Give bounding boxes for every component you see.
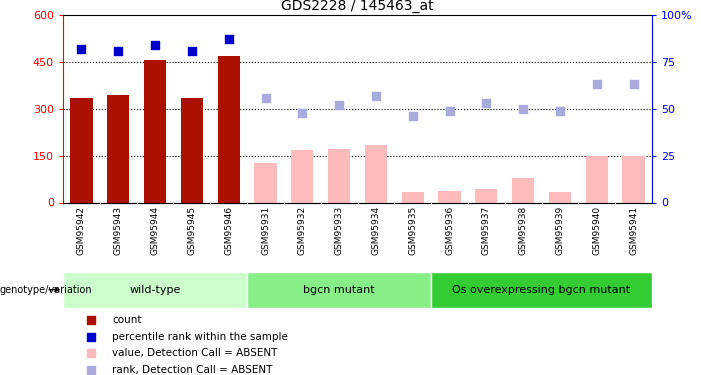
Text: GSM95946: GSM95946 xyxy=(224,206,233,255)
Bar xyxy=(63,272,247,308)
Text: count: count xyxy=(112,315,142,325)
Point xyxy=(370,93,381,99)
Bar xyxy=(70,98,93,202)
Text: GSM95935: GSM95935 xyxy=(408,206,417,255)
Text: percentile rank within the sample: percentile rank within the sample xyxy=(112,332,288,342)
Point xyxy=(113,48,124,54)
Point xyxy=(76,46,87,52)
Text: wild-type: wild-type xyxy=(130,285,181,295)
Point xyxy=(591,81,602,87)
Text: GSM95941: GSM95941 xyxy=(629,206,638,255)
Text: GSM95931: GSM95931 xyxy=(261,206,270,255)
Bar xyxy=(475,189,498,202)
Point xyxy=(444,108,455,114)
Text: GSM95943: GSM95943 xyxy=(114,206,123,255)
Text: Os overexpressing bgcn mutant: Os overexpressing bgcn mutant xyxy=(452,285,631,295)
Bar xyxy=(549,192,571,202)
Point xyxy=(260,94,271,100)
Bar xyxy=(218,56,240,202)
Text: GSM95937: GSM95937 xyxy=(482,206,491,255)
Bar xyxy=(402,192,423,202)
Bar xyxy=(328,149,350,202)
Text: GSM95933: GSM95933 xyxy=(334,206,343,255)
Point xyxy=(407,113,418,119)
Text: GSM95942: GSM95942 xyxy=(77,206,86,255)
Bar xyxy=(247,272,431,308)
Title: GDS2228 / 145463_at: GDS2228 / 145463_at xyxy=(281,0,434,13)
Text: GSM95938: GSM95938 xyxy=(519,206,528,255)
Point xyxy=(297,110,308,116)
Point xyxy=(186,48,198,54)
Text: GSM95936: GSM95936 xyxy=(445,206,454,255)
Point xyxy=(628,81,639,87)
Text: bgcn mutant: bgcn mutant xyxy=(304,285,375,295)
Bar xyxy=(586,156,608,203)
Bar xyxy=(622,156,645,203)
Text: GSM95940: GSM95940 xyxy=(592,206,601,255)
Text: genotype/variation: genotype/variation xyxy=(0,285,93,295)
Point xyxy=(554,108,566,114)
Text: GSM95944: GSM95944 xyxy=(151,206,160,255)
Bar xyxy=(254,163,277,202)
Point xyxy=(149,42,161,48)
Point xyxy=(223,36,234,42)
Text: GSM95939: GSM95939 xyxy=(555,206,564,255)
Bar xyxy=(512,177,534,203)
Text: rank, Detection Call = ABSENT: rank, Detection Call = ABSENT xyxy=(112,365,273,375)
Bar xyxy=(107,95,129,202)
Bar xyxy=(292,150,313,202)
Bar xyxy=(431,272,652,308)
Bar xyxy=(144,60,166,202)
Text: GSM95934: GSM95934 xyxy=(372,206,381,255)
Point xyxy=(334,102,345,108)
Point xyxy=(481,100,492,106)
Point xyxy=(517,106,529,112)
Text: GSM95945: GSM95945 xyxy=(187,206,196,255)
Text: GSM95932: GSM95932 xyxy=(298,206,307,255)
Text: value, Detection Call = ABSENT: value, Detection Call = ABSENT xyxy=(112,348,278,358)
Bar xyxy=(181,98,203,202)
Bar xyxy=(439,190,461,202)
Bar xyxy=(365,145,387,202)
